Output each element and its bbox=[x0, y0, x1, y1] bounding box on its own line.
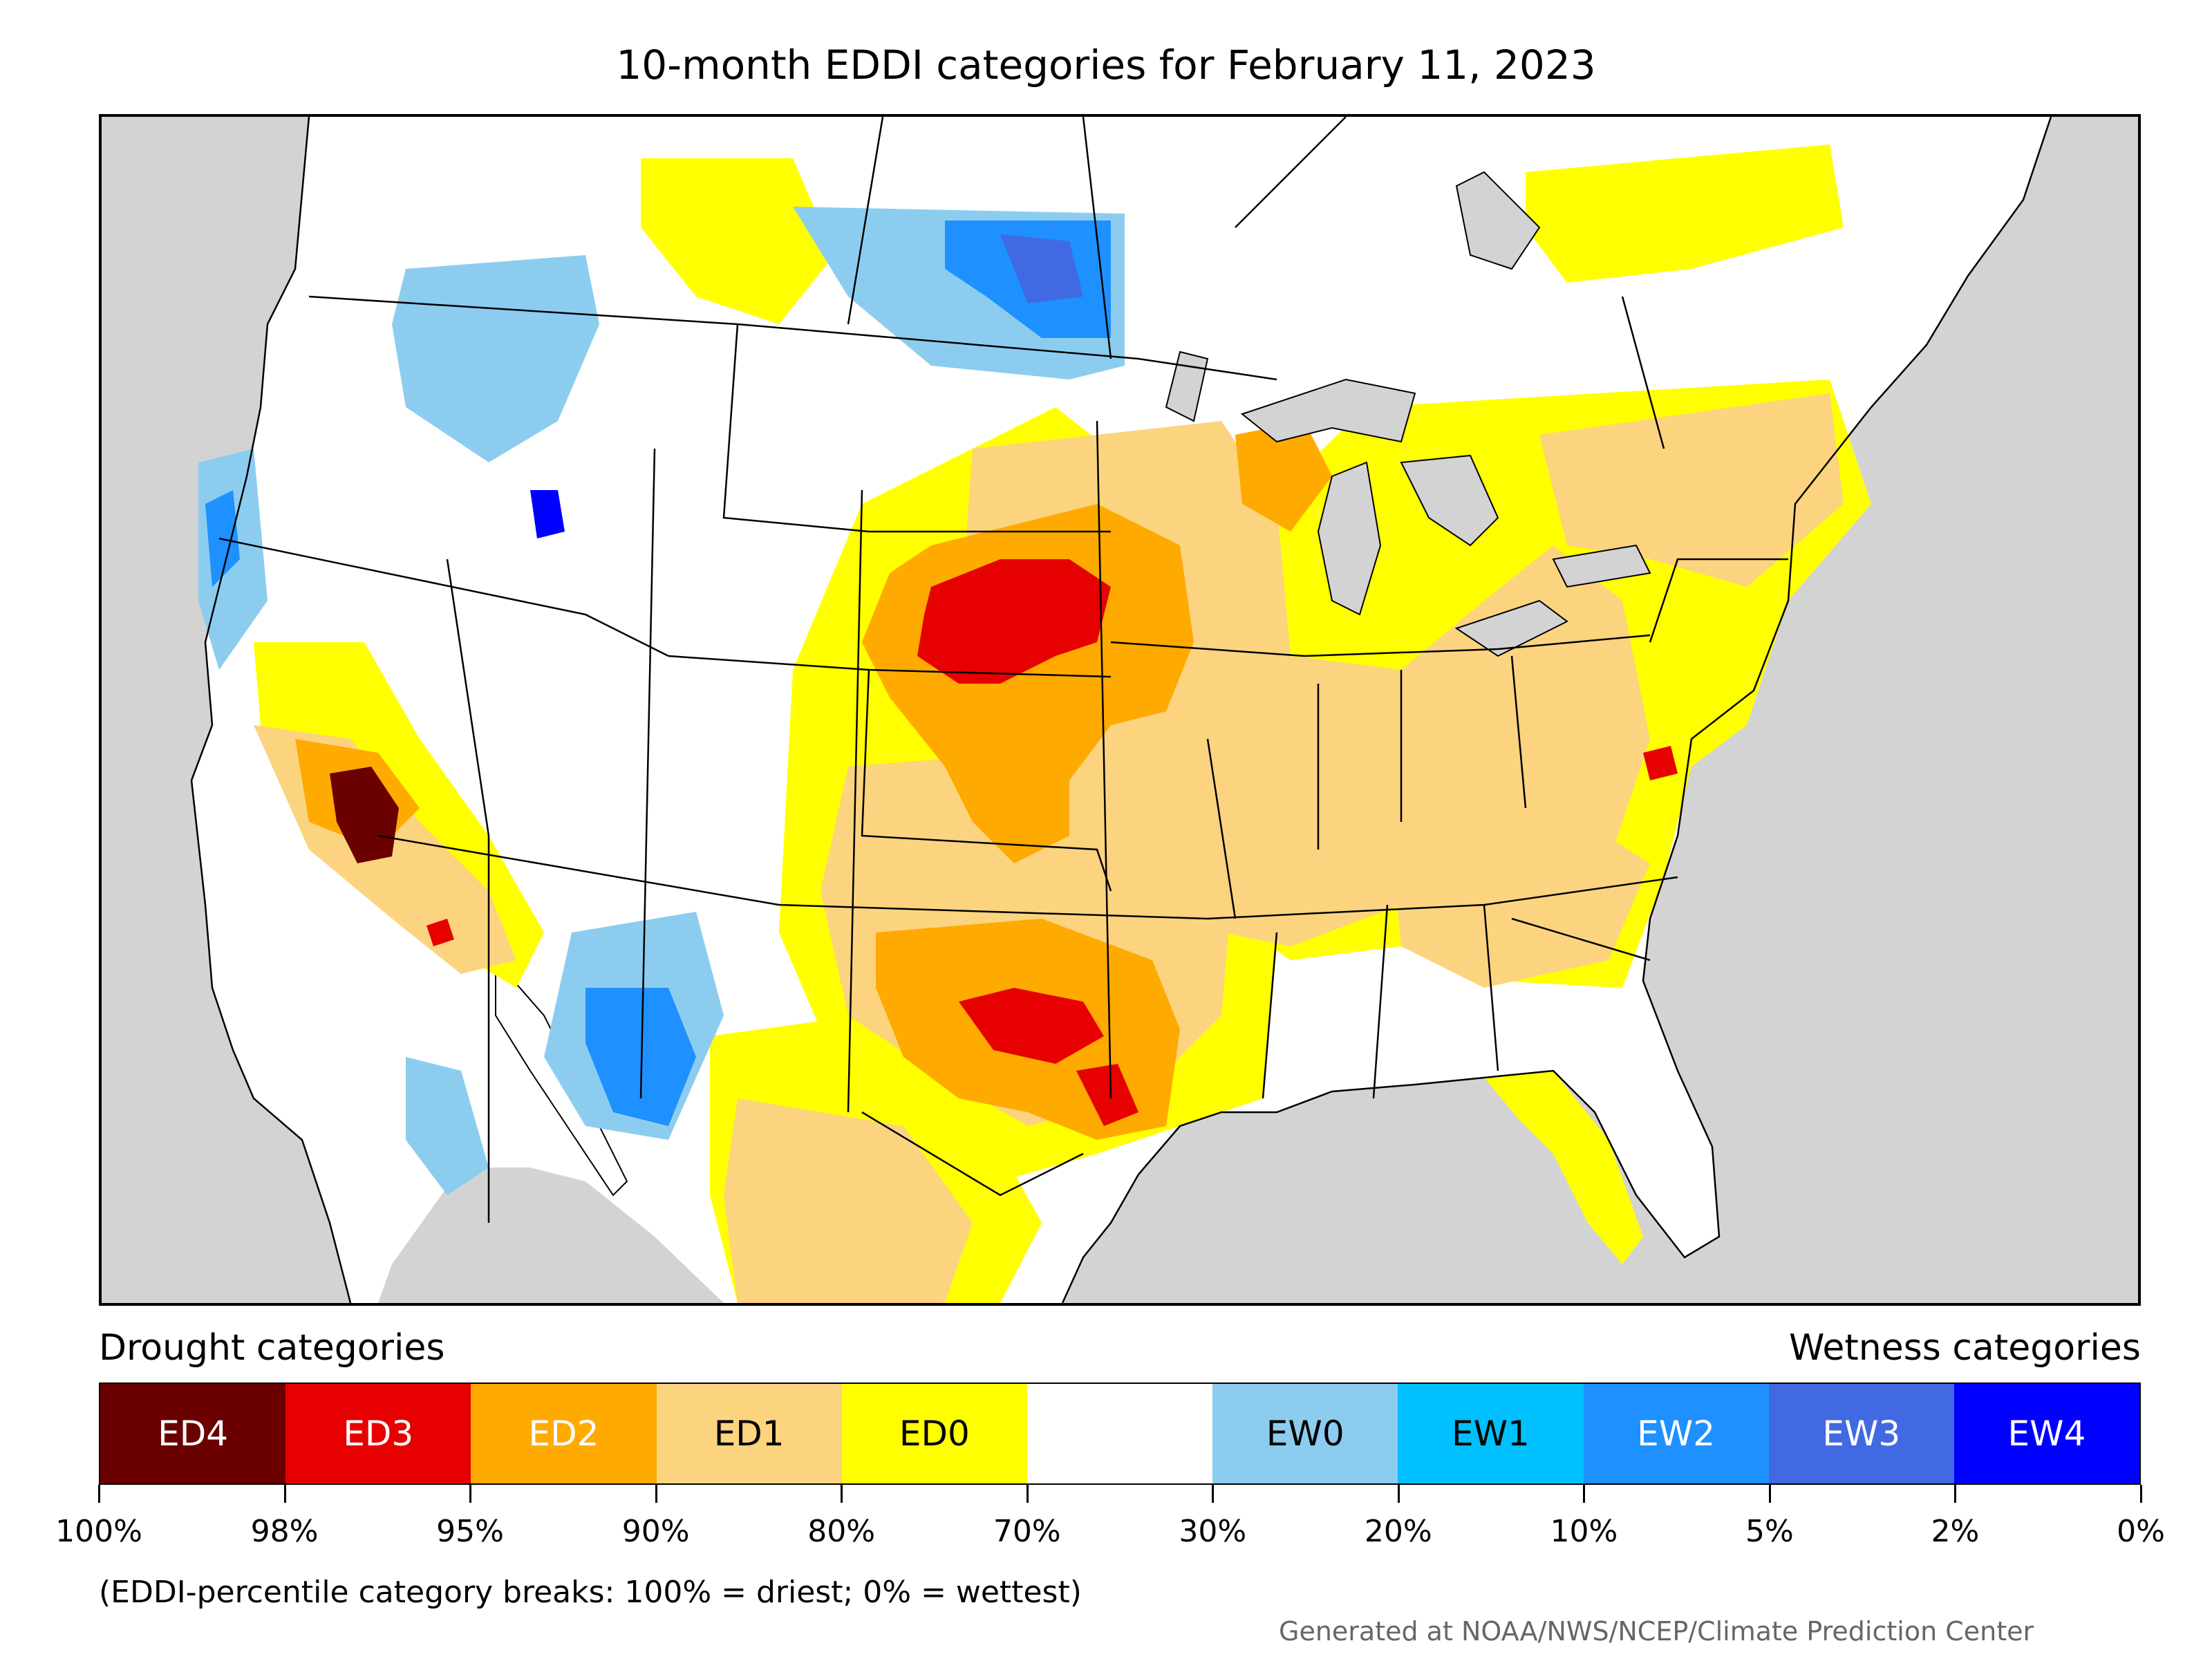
colorbar-tick bbox=[1583, 1485, 1586, 1503]
map-title: 10-month EDDI categories for February 11… bbox=[616, 41, 1596, 88]
drought-categories-label: Drought categories bbox=[99, 1327, 445, 1369]
ed3-areas bbox=[427, 559, 1678, 1126]
colorbar-tick-label: 20% bbox=[1364, 1514, 1432, 1549]
colorbar-tick bbox=[1954, 1485, 1957, 1503]
colorbar-cell-ed4: ED4 bbox=[100, 1384, 286, 1483]
credit-line: Generated at NOAA/NWS/NCEP/Climate Predi… bbox=[1279, 1616, 2034, 1647]
colorbar-tick-label: 80% bbox=[807, 1514, 876, 1549]
colorbar-cell-ew4: EW4 bbox=[1953, 1384, 2140, 1483]
colorbar-tick bbox=[655, 1485, 657, 1503]
florida bbox=[1484, 1071, 1643, 1264]
texas-ed3 bbox=[959, 988, 1104, 1064]
colorbar-cell-ed1: ED1 bbox=[656, 1384, 842, 1483]
colorbar-tick-label: 2% bbox=[1931, 1514, 1980, 1549]
colorbar-cell-ew0: EW0 bbox=[1212, 1384, 1398, 1483]
colorbar-tick-label: 5% bbox=[1745, 1514, 1794, 1549]
colorbar-tick-label: 0% bbox=[2117, 1514, 2165, 1549]
category-breaks-note: (EDDI-percentile category breaks: 100% =… bbox=[99, 1575, 1082, 1610]
colorbar-tick-label: 90% bbox=[621, 1514, 690, 1549]
colorbar-cell-ew2: EW2 bbox=[1583, 1384, 1769, 1483]
colorbar-tick bbox=[1026, 1485, 1029, 1503]
arizona-ew2 bbox=[585, 988, 696, 1126]
colorbar-tick bbox=[2140, 1485, 2142, 1503]
colorbar-tick-label: 100% bbox=[55, 1514, 142, 1549]
colorbar-cell-ed3: ED3 bbox=[285, 1384, 471, 1483]
california-ed4 bbox=[330, 767, 399, 863]
colorbar-cell-ed0: ED0 bbox=[841, 1384, 1027, 1483]
colorbar-cell-ed2: ED2 bbox=[471, 1384, 657, 1483]
colorbar-tick bbox=[469, 1485, 472, 1503]
eddi-map bbox=[99, 114, 2141, 1306]
colorbar-tick bbox=[1768, 1485, 1771, 1503]
colorbar-tick-label: 30% bbox=[1179, 1514, 1247, 1549]
colorbar-tick bbox=[283, 1485, 286, 1503]
colorbar-cell-neutral bbox=[1027, 1384, 1213, 1483]
colorbar-tick bbox=[1397, 1485, 1400, 1503]
colorbar-tick-label: 98% bbox=[250, 1514, 319, 1549]
colorbar-tick bbox=[841, 1485, 843, 1503]
colorbar-ticks bbox=[98, 1485, 2142, 1506]
state-borders bbox=[218, 117, 1788, 1223]
category-colorbar: ED4 ED3 ED2 ED1 ED0 EW0 EW1 EW2 EW3 EW4 bbox=[99, 1382, 2141, 1485]
colorbar-cell-ew1: EW1 bbox=[1398, 1384, 1584, 1483]
ew3-area bbox=[1000, 234, 1083, 303]
colorbar-cell-ew3: EW3 bbox=[1768, 1384, 1954, 1483]
idaho-ew4 bbox=[530, 490, 565, 538]
colorbar-tick-label: 70% bbox=[993, 1514, 1061, 1549]
colorbar-tick-label: 95% bbox=[436, 1514, 504, 1549]
central-plains-ed3 bbox=[917, 559, 1111, 684]
colorbar-tick bbox=[98, 1485, 100, 1503]
great-lakes bbox=[1165, 171, 1651, 657]
colorbar-tick bbox=[1212, 1485, 1215, 1503]
colorbar-tick-label: 10% bbox=[1550, 1514, 1618, 1549]
wetness-categories-label: Wetness categories bbox=[1789, 1327, 2141, 1369]
